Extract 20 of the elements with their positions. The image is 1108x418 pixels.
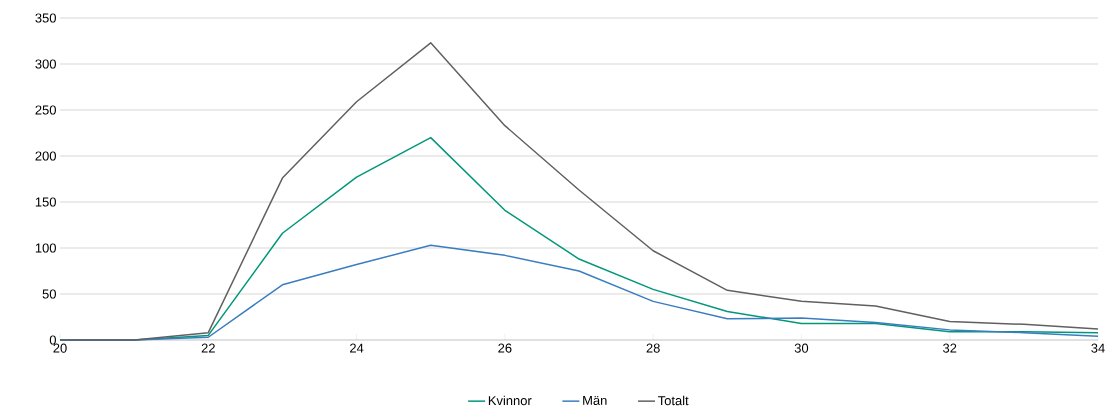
legend-label: Totalt bbox=[658, 395, 689, 406]
y-tick-label: 150 bbox=[35, 197, 56, 207]
x-tick-label: 26 bbox=[498, 343, 512, 353]
legend-label: Män bbox=[583, 395, 607, 405]
x-tick-label: 32 bbox=[943, 343, 957, 353]
legend-label: Kvinnor bbox=[488, 395, 532, 406]
line-series bbox=[59, 42, 1099, 341]
y-tick-label: 300 bbox=[35, 59, 56, 69]
x-tick-label: 24 bbox=[350, 343, 364, 353]
y-tick-label: 0 bbox=[49, 335, 56, 345]
x-tick-label: 30 bbox=[794, 343, 809, 353]
y-tick-label: 50 bbox=[42, 289, 56, 299]
y-tick-label: 350 bbox=[35, 13, 56, 23]
x-tick-label: 20 bbox=[53, 343, 67, 353]
y-tick-label: 200 bbox=[35, 151, 56, 161]
y-tick-label: 100 bbox=[35, 243, 56, 253]
x-tick-label: 28 bbox=[646, 343, 660, 353]
x-tick-label: 22 bbox=[201, 343, 215, 353]
y-tick-label: 250 bbox=[35, 105, 56, 115]
x-tick-label: 34 bbox=[1091, 343, 1105, 353]
